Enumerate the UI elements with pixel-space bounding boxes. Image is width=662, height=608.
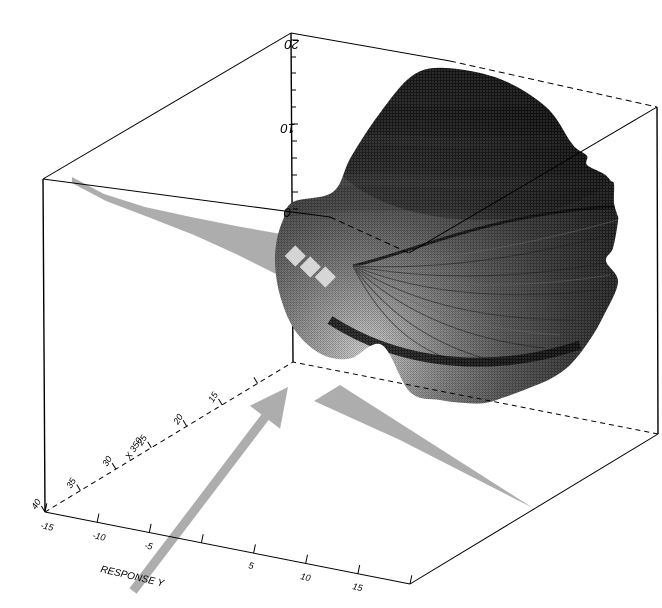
svg-text:20: 20 — [284, 37, 300, 52]
svg-text:10: 10 — [280, 121, 295, 136]
svg-text:0: 0 — [283, 205, 291, 220]
